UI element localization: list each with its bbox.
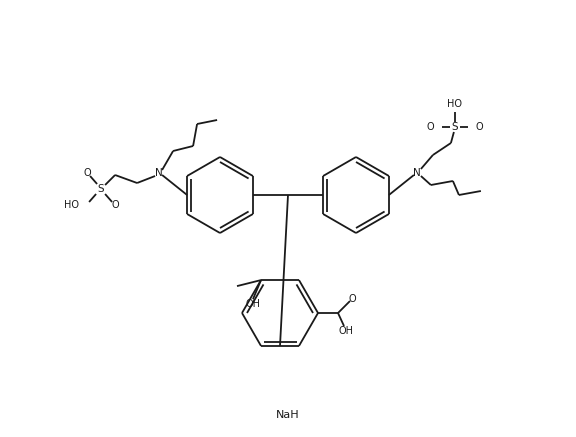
Text: N: N bbox=[413, 168, 421, 178]
Text: OH: OH bbox=[245, 299, 260, 309]
Text: NaH: NaH bbox=[276, 410, 300, 420]
Text: O: O bbox=[84, 168, 91, 178]
Text: O: O bbox=[348, 294, 356, 304]
Text: OH: OH bbox=[339, 326, 354, 336]
Text: O: O bbox=[426, 122, 434, 132]
Text: S: S bbox=[98, 184, 104, 194]
Text: S: S bbox=[452, 122, 458, 132]
Text: HO: HO bbox=[448, 99, 463, 109]
Text: HO: HO bbox=[64, 200, 79, 210]
Text: O: O bbox=[111, 200, 119, 210]
Text: N: N bbox=[155, 168, 163, 178]
Text: O: O bbox=[476, 122, 483, 132]
